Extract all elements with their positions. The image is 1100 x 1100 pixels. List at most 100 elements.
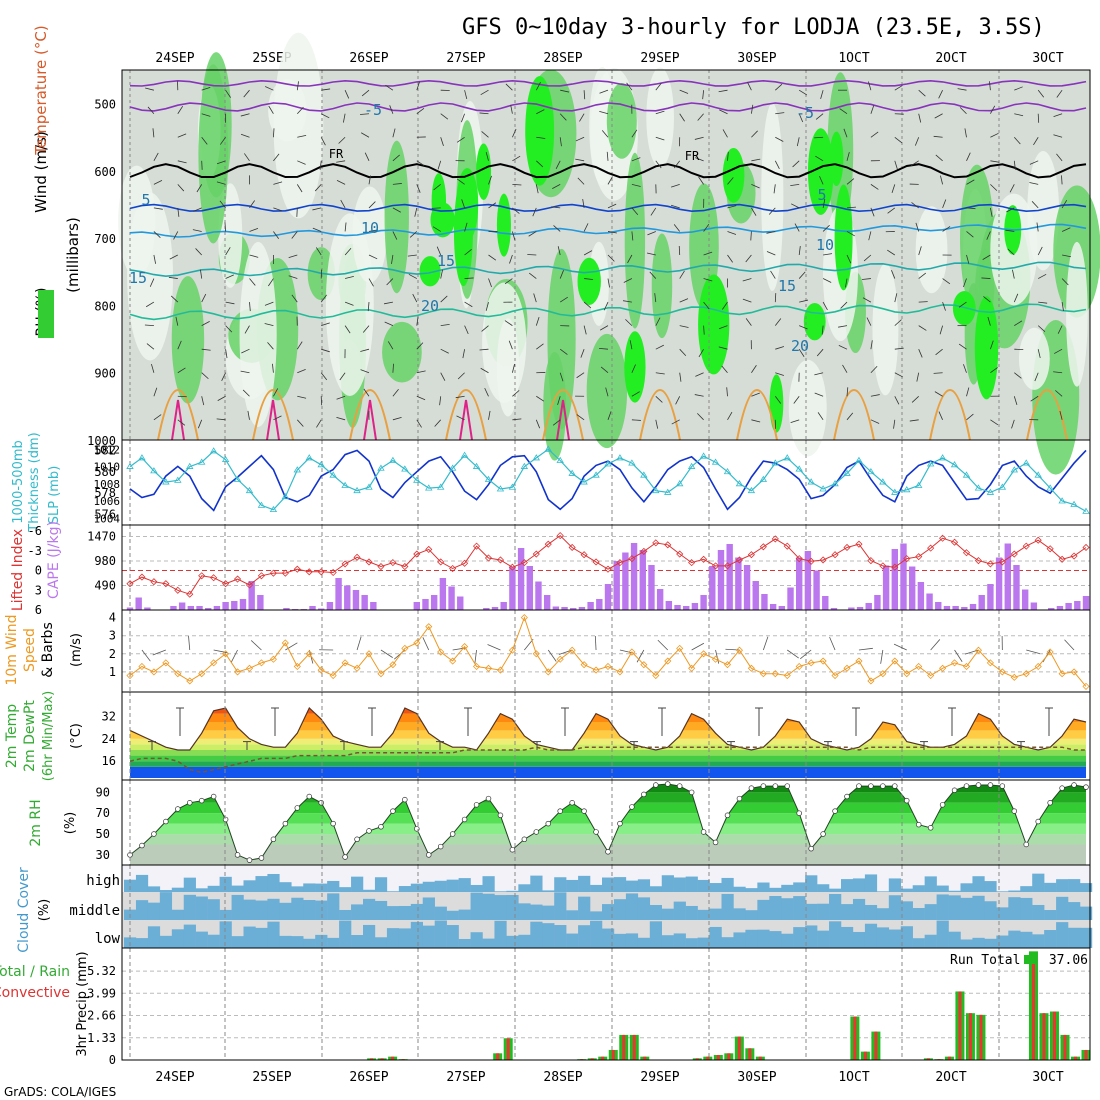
surface-wind-barb — [152, 649, 166, 656]
wind-barb — [559, 137, 562, 147]
wind-barb — [320, 137, 326, 146]
wind-barb — [583, 250, 593, 256]
axis-tick-label: 900 — [94, 367, 116, 381]
slp-marker — [365, 483, 373, 490]
wind-barb — [697, 413, 704, 421]
wind-barb — [177, 207, 180, 217]
li-marker — [532, 550, 540, 558]
rh-shade — [325, 213, 374, 397]
wind10m-label: 10m Wind — [4, 614, 20, 685]
surface-wind-barb — [188, 636, 191, 651]
wind-barb — [457, 372, 465, 380]
wind-barb — [727, 254, 733, 263]
wind-barb — [249, 254, 259, 258]
wind-barb — [152, 128, 155, 138]
wind-barb — [846, 412, 854, 421]
wind-barb — [240, 113, 250, 117]
slp-marker — [436, 483, 445, 490]
wind-speed-line — [129, 616, 1087, 687]
date-labels-bottom: 24SEP 25SEP 26SEP 27SEP 28SEP 29SEP 30SEP 1OCT 2… — [155, 1070, 1063, 1085]
cloud-bar — [518, 884, 531, 892]
isotherm-label: 15 — [437, 252, 455, 270]
slp-marker — [843, 469, 851, 476]
rh2m-label: 2m RH — [28, 799, 44, 846]
wind-barb — [911, 395, 919, 403]
cloud-bar — [745, 910, 758, 920]
wind-speed-marker — [998, 668, 1006, 676]
cloud-bar — [924, 876, 937, 892]
wind-barb — [796, 137, 800, 147]
temp2m-label: 2m Temp — [4, 704, 20, 768]
wind-barb — [1061, 302, 1064, 312]
rh-marker — [557, 808, 563, 814]
surface-wind-barb — [691, 642, 705, 651]
cloud-bar — [602, 928, 615, 948]
wind-barb — [935, 348, 943, 356]
wind-speed-marker — [508, 646, 516, 654]
axis-tick-label: 1008 — [94, 478, 121, 491]
temp-band — [130, 738, 1086, 745]
cloud-level-low: low — [95, 931, 121, 947]
wind-barb — [963, 364, 967, 373]
wind-barb — [862, 297, 872, 303]
axis-tick-label: 32 — [102, 709, 116, 723]
wind-speed-marker — [807, 659, 815, 667]
wind-barb — [607, 203, 617, 209]
wind-barb — [559, 296, 568, 303]
wind-speed-marker — [425, 623, 433, 631]
wind-barb — [344, 90, 350, 99]
cape-bar — [126, 607, 134, 610]
precip-convective-bar — [380, 1058, 384, 1060]
wind-barb — [336, 395, 346, 400]
cloud-bar — [948, 931, 961, 948]
wind-barb — [201, 372, 209, 380]
wind-barb — [702, 90, 704, 100]
wind-barb — [814, 392, 824, 397]
rh-marker — [927, 825, 934, 831]
rh-marker — [187, 800, 193, 806]
wind-barb — [915, 222, 920, 232]
cape-bar — [709, 566, 716, 610]
wind-barb — [195, 248, 202, 256]
wind-barb — [670, 204, 680, 209]
axis-tick-label: 0 — [35, 564, 42, 578]
isotherm-line — [129, 79, 1087, 87]
cloud-bar — [183, 924, 196, 948]
cloud-bar — [1068, 879, 1081, 892]
slp-marker — [245, 486, 254, 494]
wind-barb — [576, 372, 585, 379]
li-marker — [1010, 550, 1018, 558]
axis-tick-label: 576 — [94, 508, 116, 522]
li-marker — [891, 563, 899, 571]
cloud-bar — [518, 903, 531, 920]
precip-convective-bar — [601, 1056, 605, 1060]
rh-marker — [1023, 841, 1029, 848]
wind-barb — [1061, 227, 1071, 232]
cape-bar — [778, 606, 786, 610]
isotherm-label: 20 — [791, 337, 809, 355]
wind-barb — [966, 413, 974, 421]
axis-tick-label: 3 — [109, 629, 116, 643]
isotherm-hot — [556, 399, 570, 441]
rh-marker — [330, 820, 336, 827]
slp-marker — [401, 465, 409, 472]
wind-barb — [1011, 419, 1015, 429]
slp-marker — [1070, 500, 1078, 507]
isotherm-hot — [459, 399, 473, 441]
wind-barb — [488, 278, 492, 288]
rh-shade — [171, 276, 205, 404]
wind-barb — [392, 128, 396, 138]
wind-barb — [1013, 160, 1016, 170]
wind-barb — [368, 229, 378, 232]
wind-barb — [362, 325, 370, 333]
wind-barb — [822, 224, 830, 232]
isotherm-label: -5 — [364, 101, 382, 119]
wind-barb — [387, 341, 394, 350]
cloud-bar — [159, 935, 173, 948]
wind-barb — [177, 340, 182, 350]
wind-barb — [1014, 113, 1024, 117]
wind-barb — [679, 113, 685, 122]
wind-barb — [894, 319, 902, 326]
slp-marker — [962, 471, 971, 478]
wind-barb — [462, 349, 465, 359]
